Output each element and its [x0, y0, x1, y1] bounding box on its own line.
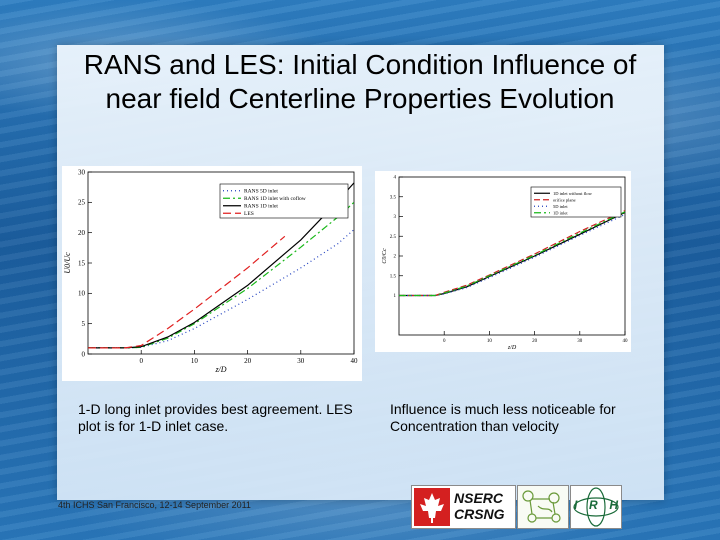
velocity-chart-svg: 0 10 20 30 40 0 5 10 15 20 25 30 z/D U0/Uc RANS 5D inl… [63, 168, 359, 374]
x-tick-label: 30 [297, 357, 305, 365]
irh-logo: I R H [570, 485, 622, 529]
legend-label: RANS 5D inlet [244, 189, 278, 195]
irh-letter-r: R [589, 498, 598, 512]
x-tick-label: 0 [139, 357, 143, 365]
x-tick-label: 20 [532, 339, 538, 344]
series-line-3 [399, 213, 626, 297]
irh-letter-h: H [609, 498, 618, 512]
nserc-logo: NSERC CRSNG [411, 485, 516, 529]
x-tick-label: 10 [487, 339, 493, 344]
maple-leaf-icon [414, 488, 450, 526]
legend-box [530, 186, 622, 218]
y-tick-label: 0 [82, 350, 86, 358]
x-axis-label: z/D [214, 365, 226, 374]
slide-title: RANS and LES: Initial Condition Influenc… [83, 49, 637, 114]
caption-right: Influence is much less noticeable for Co… [390, 401, 616, 434]
x-axis-label: z/D [507, 345, 517, 351]
legend-label: orifice plane [553, 197, 576, 202]
y-tick-label: 10 [78, 290, 86, 298]
legend-label: LES [244, 211, 254, 217]
x-tick-label: 20 [244, 357, 252, 365]
footer-text: 4th ICHS San Francisco, 12-14 September … [58, 500, 251, 510]
y-tick-label: 25 [78, 199, 86, 207]
x-tick-label: 40 [351, 357, 359, 365]
nserc-text: NSERC [454, 490, 504, 506]
y-tick-label: 5 [82, 320, 86, 328]
y-tick-label: 1 [394, 294, 397, 299]
series-line-2 [88, 201, 355, 349]
y-tick-label: 30 [78, 168, 86, 176]
irh-letter-i: I [574, 498, 578, 512]
series-line-4 [399, 211, 626, 297]
x-tick-label: 10 [191, 357, 199, 365]
x-tick-label: 0 [443, 339, 446, 344]
legend-label: 1D inlet [553, 210, 568, 215]
series-line-1 [399, 211, 626, 297]
y-tick-label: 1.5 [390, 274, 397, 279]
y-tick-label: 3 [394, 215, 397, 220]
y-axis-label: U0/Uc [63, 252, 72, 274]
atom-orbit-icon [573, 487, 619, 527]
concentration-chart-svg: 0 10 20 30 40 1 1.5 2 2.5 3 3.5 4 z/D C0/Cc 1D inlet w… [382, 176, 629, 351]
series-line-2 [399, 210, 626, 297]
velocity-chart: 0 10 20 30 40 0 5 10 15 20 25 30 z/D U0/Uc RANS 5D inl… [62, 166, 362, 381]
series-line-4 [88, 235, 286, 349]
concentration-chart: 0 10 20 30 40 1 1.5 2 2.5 3 3.5 4 z/D C0/Cc 1D inlet w… [375, 171, 631, 352]
y-tick-label: 3.5 [390, 195, 397, 200]
y-axis-label: C0/Cc [382, 248, 388, 264]
y-tick-label: 2.5 [390, 235, 397, 240]
y-tick-label: 4 [394, 176, 397, 181]
network-logo [517, 485, 569, 529]
legend-label: RANS 1D inlet with coflow [244, 195, 306, 202]
x-tick-label: 30 [577, 339, 583, 344]
legend-label: RANS 1D inlet [244, 204, 278, 210]
legend-label: 5D inlet [553, 204, 568, 209]
y-tick-label: 15 [78, 259, 86, 267]
caption-left: 1-D long inlet provides best agreement. … [78, 401, 353, 434]
legend-label: 1D inlet without flow [553, 191, 593, 196]
x-tick-label: 40 [623, 339, 629, 344]
crsng-text: CRSNG [454, 506, 505, 522]
y-tick-label: 20 [78, 229, 86, 237]
y-tick-label: 2 [394, 255, 397, 260]
molecule-network-icon [522, 490, 561, 523]
legend-box [219, 183, 349, 219]
